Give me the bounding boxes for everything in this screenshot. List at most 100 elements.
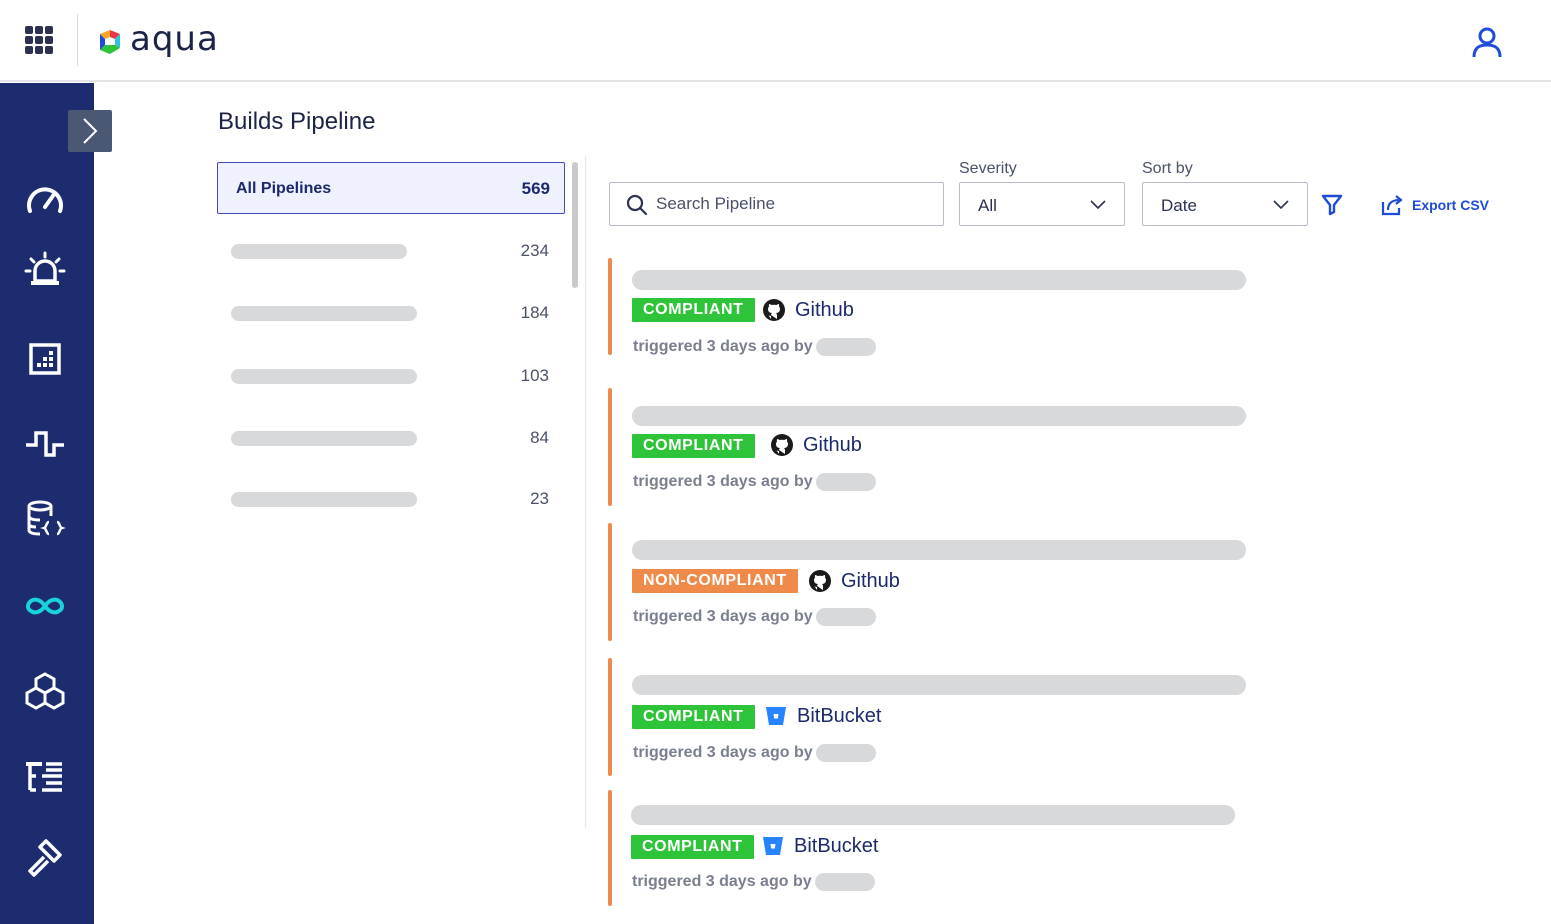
trigger-text: triggered 3 days ago by xyxy=(633,338,813,355)
status-bar xyxy=(608,523,612,641)
alarm-siren-icon[interactable] xyxy=(22,247,68,293)
status-badge: COMPLIANT xyxy=(631,835,754,859)
side-nav xyxy=(0,83,94,924)
pipeline-name-placeholder xyxy=(231,431,417,446)
sort-select[interactable]: Date xyxy=(1142,182,1308,226)
pipeline-item[interactable]: 84 xyxy=(217,419,565,459)
export-icon xyxy=(1381,195,1403,216)
pipeline-item-count: 23 xyxy=(530,489,549,508)
source-link[interactable]: BitBucket xyxy=(764,703,881,729)
pipeline-item[interactable]: 234 xyxy=(217,232,565,272)
github-icon xyxy=(763,299,785,321)
status-bar xyxy=(608,658,612,776)
chevron-down-icon xyxy=(1273,200,1289,210)
export-csv-button[interactable]: Export CSV xyxy=(1380,193,1489,217)
source-name: Github xyxy=(841,569,900,592)
pipeline-item-count: 84 xyxy=(530,428,549,447)
source-link[interactable]: BitBucket xyxy=(761,833,878,859)
aqua-logo-mark-icon xyxy=(100,30,120,54)
trigger-text: triggered 3 days ago by xyxy=(633,473,813,490)
sort-value: Date xyxy=(1161,196,1197,215)
pipeline-name-placeholder xyxy=(231,306,417,321)
trigger-text: triggered 3 days ago by xyxy=(633,744,813,761)
brand-name: aqua xyxy=(130,19,219,59)
chevron-right-icon xyxy=(83,118,98,144)
user-name-placeholder xyxy=(815,338,876,356)
source-name: Github xyxy=(803,433,862,456)
pipeline-card[interactable]: COMPLIANT BitBucket triggered 3 days ago… xyxy=(608,790,1268,906)
status-bar xyxy=(608,790,612,906)
source-name: BitBucket xyxy=(797,704,882,727)
pipeline-list-scrollbar[interactable] xyxy=(572,162,578,288)
trigger-info: triggered 3 days ago by xyxy=(632,873,875,891)
source-link[interactable]: Github xyxy=(770,432,862,458)
sort-label: Sort by xyxy=(1142,160,1193,177)
pipeline-item-count: 184 xyxy=(520,303,549,322)
trigger-text: triggered 3 days ago by xyxy=(633,608,813,625)
severity-select[interactable]: All xyxy=(959,182,1125,226)
pipeline-item-label: All Pipelines xyxy=(236,180,332,197)
source-link[interactable]: Github xyxy=(762,297,854,323)
tree-list-icon[interactable] xyxy=(22,754,68,800)
user-name-placeholder xyxy=(814,873,875,891)
pipeline-card[interactable]: NON-COMPLIANT Github triggered 3 days ag… xyxy=(608,523,1268,641)
status-badge: NON-COMPLIANT xyxy=(632,569,798,593)
user-icon[interactable] xyxy=(1470,25,1504,59)
status-bar xyxy=(608,388,612,506)
bitbucket-icon xyxy=(766,707,786,725)
pipeline-title-placeholder xyxy=(632,406,1246,426)
search-field[interactable] xyxy=(609,182,944,226)
trigger-text: triggered 3 days ago by xyxy=(632,873,812,890)
source-link[interactable]: Github xyxy=(808,568,900,594)
pipeline-name-placeholder xyxy=(231,244,407,259)
status-badge: COMPLIANT xyxy=(632,298,755,322)
user-name-placeholder xyxy=(815,744,876,762)
pipeline-item[interactable]: 23 xyxy=(217,480,565,520)
database-code-icon[interactable] xyxy=(22,496,68,542)
status-badge: COMPLIANT xyxy=(632,434,755,458)
search-input[interactable] xyxy=(656,191,926,217)
pipeline-item-count: 569 xyxy=(521,179,550,198)
user-name-placeholder xyxy=(815,473,876,491)
pipeline-item-all[interactable]: All Pipelines 569 xyxy=(217,162,565,214)
trigger-info: triggered 3 days ago by xyxy=(633,473,876,491)
search-icon xyxy=(626,194,648,216)
pulse-wave-icon[interactable] xyxy=(22,421,68,467)
aqua-logo[interactable]: aqua xyxy=(96,22,219,62)
infinity-icon[interactable] xyxy=(22,583,68,629)
user-name-placeholder xyxy=(815,608,876,626)
pipeline-card[interactable]: COMPLIANT Github triggered 3 days ago by xyxy=(608,388,1268,506)
pipeline-title-placeholder xyxy=(632,540,1246,560)
hammer-icon[interactable] xyxy=(22,835,68,881)
filter-icon[interactable] xyxy=(1320,192,1344,216)
chevron-down-icon xyxy=(1090,200,1106,210)
github-icon xyxy=(809,570,831,592)
pipeline-item[interactable]: 103 xyxy=(217,357,565,397)
page-title: Builds Pipeline xyxy=(218,108,376,135)
source-name: BitBucket xyxy=(794,834,879,857)
status-bar xyxy=(608,258,612,355)
grid-apps-icon[interactable] xyxy=(25,26,53,54)
speedometer-icon[interactable] xyxy=(22,177,68,223)
pipeline-item-count: 103 xyxy=(520,366,549,385)
github-icon xyxy=(771,434,793,456)
pipeline-item[interactable]: 184 xyxy=(217,294,565,334)
source-name: Github xyxy=(795,298,854,321)
cubes-icon[interactable] xyxy=(22,668,68,714)
pipeline-title-placeholder xyxy=(632,270,1246,290)
pipeline-card[interactable]: COMPLIANT BitBucket triggered 3 days ago… xyxy=(608,658,1268,776)
trigger-info: triggered 3 days ago by xyxy=(633,744,876,762)
pipeline-title-placeholder xyxy=(631,805,1235,825)
divider xyxy=(77,14,78,66)
top-bar: aqua xyxy=(0,0,1551,82)
pipeline-name-placeholder xyxy=(231,492,417,507)
pipeline-item-count: 234 xyxy=(520,241,549,260)
pipeline-title-placeholder xyxy=(632,675,1246,695)
report-grid-icon[interactable] xyxy=(22,336,68,382)
status-badge: COMPLIANT xyxy=(632,705,755,729)
trigger-info: triggered 3 days ago by xyxy=(633,338,876,356)
column-divider xyxy=(585,156,586,828)
pipeline-name-placeholder xyxy=(231,369,417,384)
expand-sidebar-button[interactable] xyxy=(68,110,112,152)
pipeline-card[interactable]: COMPLIANT Github triggered 3 days ago by xyxy=(608,258,1268,358)
